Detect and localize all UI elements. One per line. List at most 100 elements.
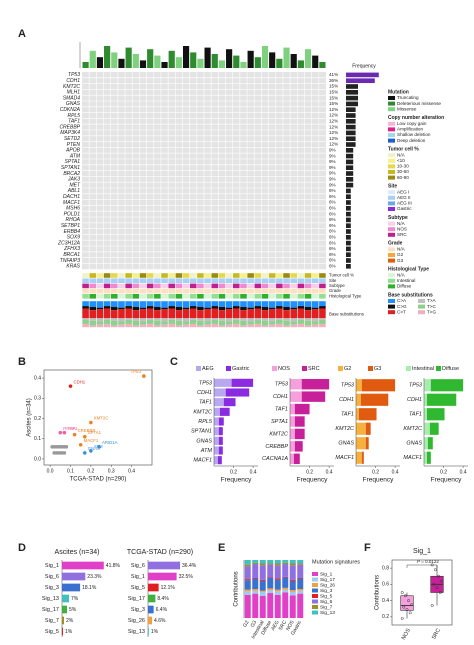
- substitution-cell: [118, 321, 125, 325]
- annotation-cell: [168, 288, 175, 294]
- annotation-cell: [111, 283, 118, 289]
- category-label: GNAS: [406, 441, 422, 447]
- bar-segment: [214, 407, 220, 416]
- gene-label: BRCA1: [63, 252, 80, 258]
- bar-segment: [274, 591, 281, 595]
- annotation-cell: [96, 278, 104, 283]
- substitution-cell: [297, 323, 305, 328]
- frequency-bar: [346, 130, 356, 136]
- burden-bar: [218, 60, 226, 68]
- annotation-cell: [268, 278, 276, 283]
- legend-label: Diffuse: [397, 284, 412, 289]
- legend-label: G3: [397, 258, 404, 263]
- legend-swatch: [406, 366, 411, 371]
- burden-bar: [254, 57, 261, 68]
- point: [402, 605, 406, 609]
- legend-title: Grade: [388, 241, 403, 247]
- legend-label: <10: [397, 158, 405, 163]
- legend-swatch: [388, 138, 395, 143]
- substitution-cell: [240, 320, 247, 326]
- value-label: 18.1%: [82, 585, 97, 591]
- substitution-cell: [161, 318, 168, 322]
- point: [72, 432, 77, 437]
- substitution-cell: [268, 307, 276, 310]
- value-label: 41.8%: [106, 563, 121, 569]
- substitution-cell: [146, 318, 154, 320]
- legend-swatch: [272, 366, 277, 371]
- substitution-cell: [111, 310, 118, 319]
- legend-label: Sig_17: [320, 577, 335, 583]
- annotation-cell: [233, 288, 240, 294]
- annotation-cell: [304, 294, 312, 299]
- category-label: TAF1: [275, 407, 288, 413]
- substitution-cell: [247, 318, 254, 322]
- legend-swatch: [388, 133, 395, 137]
- annotation-cell: [283, 288, 290, 294]
- substitution-cell: [189, 306, 197, 309]
- bar-segment: [267, 564, 274, 578]
- legend-swatch: [436, 366, 441, 371]
- annotation-cell: [283, 283, 290, 289]
- point: [437, 574, 441, 578]
- annotation-cell: [311, 273, 319, 278]
- value-label: 5%: [69, 607, 77, 613]
- legend-title: Site: [388, 184, 397, 190]
- substitution-cell: [290, 301, 297, 308]
- burden-bar: [197, 58, 204, 68]
- substitution-cell: [290, 309, 297, 319]
- bar-segment: [293, 453, 300, 465]
- panel-label: D: [18, 542, 26, 554]
- substitution-cell: [139, 318, 147, 322]
- annotation-cell: [182, 278, 190, 283]
- frequency-bar: [346, 223, 351, 229]
- annotation-cell: [154, 278, 161, 283]
- bar-segment: [282, 592, 289, 618]
- annotation-cell: [82, 278, 89, 283]
- frequency-label: 6%: [329, 206, 336, 211]
- annotation-cell: [247, 283, 254, 289]
- substitution-cell: [103, 323, 111, 328]
- bar-segment: [289, 563, 296, 566]
- bar-segment: [267, 590, 274, 594]
- frequency-label: 12%: [329, 113, 338, 118]
- bar-segment: [259, 590, 266, 592]
- legend-label: G2: [344, 366, 351, 372]
- y-tick-label: 0.2: [382, 614, 389, 620]
- category-label: G2: [242, 619, 251, 628]
- legend-title: Mutation signatures: [312, 559, 360, 565]
- bar-segment: [289, 590, 296, 592]
- category-label: TP53: [199, 380, 213, 386]
- frequency-bar: [346, 101, 358, 107]
- substitution-cell: [139, 301, 147, 308]
- significance-bracket: [406, 564, 438, 568]
- annotation-cell: [247, 294, 254, 299]
- annotation-cell: [283, 273, 290, 278]
- point-label: MACF1: [84, 438, 99, 443]
- chart-title: TCGA-STAD (n=290): [127, 549, 193, 556]
- substitution-cell: [240, 301, 247, 307]
- bar-segment: [267, 577, 274, 589]
- point: [78, 442, 83, 447]
- frequency-label: 6%: [329, 258, 336, 263]
- bar-segment: [290, 453, 294, 465]
- bar-segment: [297, 590, 304, 594]
- annotation-cell: [139, 278, 147, 283]
- annotation-cell: [182, 288, 190, 294]
- annotation-cell: [218, 288, 226, 294]
- chart-title: Ascites (n=34): [55, 549, 100, 556]
- annotation-cell: [189, 273, 197, 278]
- bar-segment: [365, 422, 371, 435]
- legend-label: G3: [374, 366, 381, 372]
- frequency-bar: [346, 72, 379, 78]
- value-label: 4.6%: [154, 618, 166, 624]
- frequency-bar: [346, 124, 356, 130]
- legend-swatch: [418, 304, 425, 309]
- bar-segment: [259, 563, 266, 566]
- annotation-cell: [168, 273, 175, 278]
- burden-bar: [211, 54, 218, 68]
- annotation-cell: [204, 283, 211, 289]
- substitution-cell: [204, 309, 211, 319]
- frequency-label: 6%: [329, 235, 336, 240]
- substitution-cell: [233, 306, 240, 309]
- frequency-bar: [346, 84, 358, 89]
